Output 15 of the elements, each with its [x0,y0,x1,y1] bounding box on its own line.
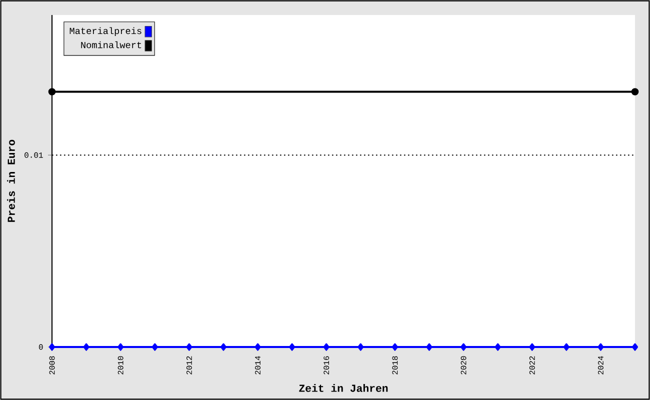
x-tick-label: 2020 [460,356,466,374]
y-axis-title: Preis in Euro [7,140,15,222]
x-tick-label: 2024 [598,356,604,374]
x-tick-label: 2016 [324,356,330,374]
y-tick-label: 0.01 [24,152,43,158]
x-tick-label: 2012 [186,356,192,374]
y-tick-label: 0 [38,344,43,350]
legend-label: Nominalwert [81,41,142,48]
x-axis-title: Zeit in Jahren [299,384,388,392]
x-tick-label: 2022 [529,356,535,374]
x-tick-label: 2018 [392,356,398,374]
legend-label: Materialpreis [70,27,142,36]
x-tick-label: 2010 [118,356,124,374]
x-tick-label: 2008 [49,356,55,374]
x-tick-label: 2014 [255,356,260,374]
